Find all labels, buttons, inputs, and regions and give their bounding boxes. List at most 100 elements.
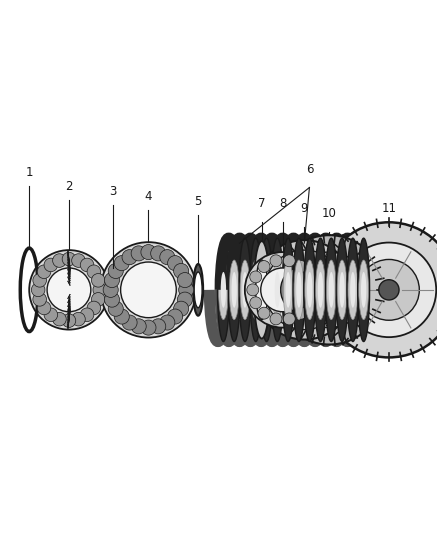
Circle shape <box>114 309 129 324</box>
Text: 1: 1 <box>25 166 33 179</box>
Circle shape <box>92 293 105 306</box>
Circle shape <box>80 258 94 272</box>
Circle shape <box>131 246 146 261</box>
Ellipse shape <box>348 260 358 320</box>
Text: 11: 11 <box>381 203 396 215</box>
Circle shape <box>275 235 384 344</box>
Circle shape <box>122 315 137 330</box>
Circle shape <box>33 293 46 306</box>
Circle shape <box>141 320 156 335</box>
Ellipse shape <box>217 238 230 342</box>
Circle shape <box>250 297 261 309</box>
Circle shape <box>283 313 295 325</box>
Circle shape <box>265 250 344 329</box>
Ellipse shape <box>326 260 336 320</box>
Circle shape <box>270 255 282 266</box>
Circle shape <box>62 314 76 327</box>
Ellipse shape <box>359 260 368 320</box>
Ellipse shape <box>272 260 282 320</box>
Ellipse shape <box>336 238 348 342</box>
Text: 7: 7 <box>258 197 265 211</box>
Circle shape <box>160 249 175 265</box>
Text: 3: 3 <box>109 185 117 198</box>
Circle shape <box>108 301 124 316</box>
Ellipse shape <box>325 238 337 342</box>
Circle shape <box>108 263 124 279</box>
Ellipse shape <box>361 272 366 308</box>
Circle shape <box>92 273 105 287</box>
Ellipse shape <box>318 272 323 308</box>
Ellipse shape <box>339 272 345 308</box>
Circle shape <box>151 246 166 261</box>
Ellipse shape <box>240 260 250 320</box>
Ellipse shape <box>194 272 202 308</box>
Ellipse shape <box>283 260 293 320</box>
Ellipse shape <box>307 272 312 308</box>
Ellipse shape <box>294 260 304 320</box>
Ellipse shape <box>230 260 239 320</box>
Circle shape <box>47 268 91 312</box>
Ellipse shape <box>275 272 280 308</box>
Circle shape <box>247 284 259 296</box>
Ellipse shape <box>250 238 261 342</box>
Circle shape <box>295 261 307 272</box>
Ellipse shape <box>314 238 326 342</box>
Ellipse shape <box>358 238 370 342</box>
Circle shape <box>131 319 146 334</box>
Circle shape <box>168 309 183 324</box>
Ellipse shape <box>316 260 325 320</box>
Ellipse shape <box>282 238 294 342</box>
Circle shape <box>283 255 295 266</box>
Circle shape <box>321 222 438 358</box>
Circle shape <box>307 284 318 296</box>
Circle shape <box>379 280 399 300</box>
Circle shape <box>120 262 176 318</box>
Ellipse shape <box>264 272 269 308</box>
Circle shape <box>87 301 101 315</box>
Ellipse shape <box>232 272 237 308</box>
Circle shape <box>342 243 436 337</box>
Circle shape <box>29 250 109 329</box>
Circle shape <box>87 265 101 279</box>
Circle shape <box>179 282 194 297</box>
Ellipse shape <box>228 238 240 342</box>
Ellipse shape <box>286 272 291 308</box>
Circle shape <box>72 254 85 268</box>
Ellipse shape <box>261 260 272 320</box>
Ellipse shape <box>350 272 356 308</box>
Circle shape <box>309 270 349 310</box>
Circle shape <box>33 273 46 287</box>
Circle shape <box>258 261 270 272</box>
Circle shape <box>53 312 66 326</box>
Ellipse shape <box>251 260 261 320</box>
Circle shape <box>80 308 94 321</box>
Text: 9: 9 <box>301 203 308 215</box>
Circle shape <box>177 272 192 288</box>
Circle shape <box>104 292 120 307</box>
Circle shape <box>37 265 51 279</box>
Circle shape <box>151 319 166 334</box>
Circle shape <box>53 254 66 268</box>
Circle shape <box>261 268 304 312</box>
Circle shape <box>304 297 315 309</box>
Text: 6: 6 <box>306 163 313 175</box>
Ellipse shape <box>256 260 268 320</box>
Ellipse shape <box>337 260 347 320</box>
Circle shape <box>141 245 156 260</box>
Ellipse shape <box>239 238 251 342</box>
Ellipse shape <box>109 268 117 312</box>
Circle shape <box>270 313 282 325</box>
FancyBboxPatch shape <box>397 282 438 298</box>
Circle shape <box>101 242 196 337</box>
Circle shape <box>93 283 106 297</box>
Ellipse shape <box>254 241 270 338</box>
Circle shape <box>62 252 76 266</box>
Text: 8: 8 <box>279 197 286 211</box>
Ellipse shape <box>304 238 316 342</box>
Circle shape <box>72 312 85 326</box>
Ellipse shape <box>261 238 272 342</box>
Ellipse shape <box>293 238 305 342</box>
Circle shape <box>292 252 367 328</box>
Circle shape <box>359 260 419 320</box>
Ellipse shape <box>253 272 258 308</box>
